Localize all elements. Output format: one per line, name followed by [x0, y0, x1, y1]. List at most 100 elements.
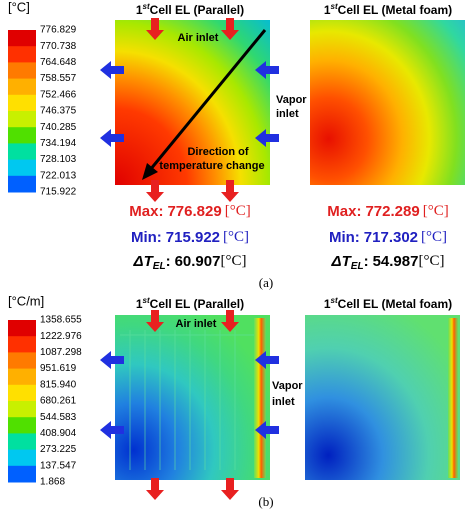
colorbar-label: 746.375: [40, 106, 77, 117]
panel-label: (a): [259, 275, 273, 290]
red-arrow: [146, 18, 164, 40]
hot-stripe: [448, 318, 458, 478]
title-suffix: st: [143, 2, 150, 11]
colorbar-segment: [8, 94, 36, 112]
colorbar-label: 408.904: [40, 428, 77, 439]
colorbar-segment: [8, 368, 36, 386]
heatmap: [115, 20, 270, 185]
heatmap: [305, 315, 460, 480]
colorbar-label: 770.738: [40, 41, 77, 52]
plot-title: 1stCell EL (Metal foam): [324, 2, 452, 17]
blue-arrow: [100, 129, 124, 147]
colorbar-segment: [8, 449, 36, 467]
blue-arrow: [100, 421, 124, 439]
blue-arrow: [255, 351, 279, 369]
red-arrow: [221, 310, 239, 332]
colorbar-label: 1087.298: [40, 347, 82, 358]
colorbar-label: 680.261: [40, 396, 77, 407]
colorbar-segment: [8, 433, 36, 451]
hot-stripe: [254, 318, 266, 478]
colorbar-label: 776.829: [40, 25, 77, 36]
colorbar-segment: [8, 143, 36, 161]
colorbar-segment: [8, 384, 36, 402]
colorbar-segment: [8, 320, 36, 337]
colorbar-segment: [8, 78, 36, 96]
title-ordinal: 1: [324, 297, 331, 311]
colorbar-segment: [8, 465, 36, 483]
colorbar-segment: [8, 62, 36, 80]
colorbar-label: 137.547: [40, 460, 77, 471]
colorbar-label: 764.648: [40, 57, 77, 68]
colorbar-segment: [8, 111, 36, 128]
heatmap: [310, 20, 465, 185]
title-text: Cell EL (Parallel): [150, 297, 244, 311]
colorbar-label: 951.619: [40, 363, 77, 374]
title-suffix: st: [331, 296, 338, 305]
vapor-inlet: Vapor: [276, 94, 307, 106]
red-arrow: [146, 180, 164, 202]
colorbar-label: 1358.655: [40, 315, 82, 326]
delta-sub: EL: [153, 261, 166, 272]
red-arrow: [146, 310, 164, 332]
title-text: Cell EL (Parallel): [150, 3, 244, 17]
colorbar-segment: [8, 159, 36, 177]
blue-arrow: [255, 129, 279, 147]
panel-label: (b): [258, 494, 273, 509]
min-stat-value: 715.922: [166, 229, 220, 246]
min-stat: Min: 715.922 [°C]: [131, 229, 249, 246]
colorbar-label: 273.225: [40, 444, 77, 455]
colorbar-label: 728.103: [40, 154, 77, 165]
colorbar-segment: [8, 352, 36, 370]
delta-sep: :: [364, 253, 369, 270]
red-arrow: [221, 18, 239, 40]
title-ordinal: 1: [136, 3, 143, 17]
max-stat-label: Max:: [327, 203, 361, 220]
vapor-inlet: inlet: [276, 108, 299, 120]
delta-stat: ΔTEL: 54.987[°C]: [331, 253, 445, 272]
colorbar-unit: [°C/m]: [8, 293, 44, 308]
colorbar-label: 758.557: [40, 73, 77, 84]
heatmap-stripes: [120, 330, 265, 470]
colorbar-segment: [8, 175, 36, 193]
colorbar-segment: [8, 417, 36, 434]
min-stat-value: 717.302: [364, 229, 418, 246]
direction-note: temperature change: [159, 160, 264, 172]
plot-title: 1stCell EL (Parallel): [136, 296, 244, 311]
delta-value: 60.907: [175, 253, 221, 270]
max-stat-label: Max:: [129, 203, 163, 220]
plot-title: 1stCell EL (Parallel): [136, 2, 244, 17]
colorbar-segment: [8, 127, 36, 144]
colorbar-label: 715.922: [40, 187, 77, 198]
delta-stat: ΔTEL: 60.907[°C]: [133, 253, 247, 272]
colorbar-label: 544.583: [40, 412, 77, 423]
colorbar-label: 1.868: [40, 477, 65, 488]
colorbar-label: 734.194: [40, 138, 77, 149]
colorbar-label: 815.940: [40, 379, 77, 390]
min-stat-label: Min:: [131, 229, 162, 246]
air-inlet: Air inlet: [176, 318, 217, 330]
direction-note: Direction of: [187, 146, 248, 158]
heatmap: [115, 315, 270, 480]
max-stat: Max: 776.829 [°C]: [129, 203, 250, 220]
min-stat-unit: [°C]: [223, 229, 249, 245]
min-stat: Min: 717.302 [°C]: [329, 229, 447, 246]
max-stat-unit: [°C]: [225, 203, 251, 219]
direction-arrow: [148, 29, 267, 171]
max-stat-value: 776.829: [167, 203, 221, 220]
colorbar-segment: [8, 401, 36, 418]
blue-arrow: [255, 421, 279, 439]
title-text: Cell EL (Metal foam): [338, 3, 452, 17]
max-stat-unit: [°C]: [423, 203, 449, 219]
title-suffix: st: [143, 296, 150, 305]
red-arrow: [221, 180, 239, 202]
plot-title: 1stCell EL (Metal foam): [324, 296, 452, 311]
colorbar-label: 722.013: [40, 170, 77, 181]
blue-arrow: [255, 61, 279, 79]
colorbar-label: 1222.976: [40, 331, 82, 342]
colorbar-unit: [°C]: [8, 0, 30, 14]
delta-sep: :: [166, 253, 171, 270]
colorbar-segment: [8, 46, 36, 63]
red-arrow: [146, 478, 164, 500]
delta-symbol: ΔT: [133, 253, 155, 270]
